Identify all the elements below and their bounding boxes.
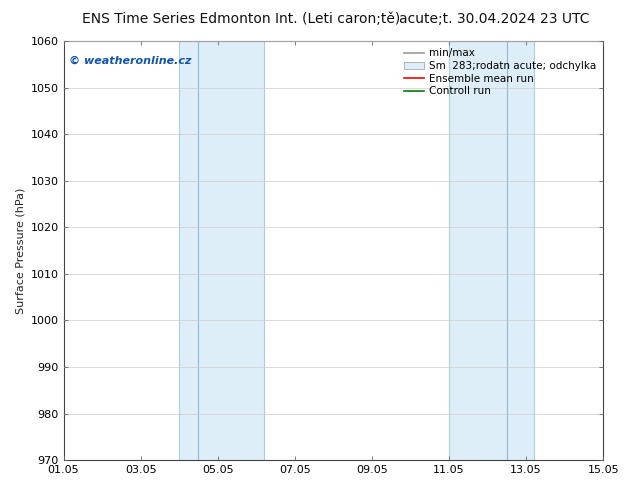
Text: © weatheronline.cz: © weatheronline.cz xyxy=(69,56,191,66)
Text: acute;t. 30.04.2024 23 UTC: acute;t. 30.04.2024 23 UTC xyxy=(399,12,590,26)
Y-axis label: Surface Pressure (hPa): Surface Pressure (hPa) xyxy=(15,187,25,314)
Bar xyxy=(449,41,534,460)
Text: ENS Time Series Edmonton Int. (Leti caron;tě): ENS Time Series Edmonton Int. (Leti caro… xyxy=(82,12,400,26)
Legend: min/max, Sm  283;rodatn acute; odchylka, Ensemble mean run, Controll run: min/max, Sm 283;rodatn acute; odchylka, … xyxy=(401,46,598,98)
Bar xyxy=(179,41,264,460)
